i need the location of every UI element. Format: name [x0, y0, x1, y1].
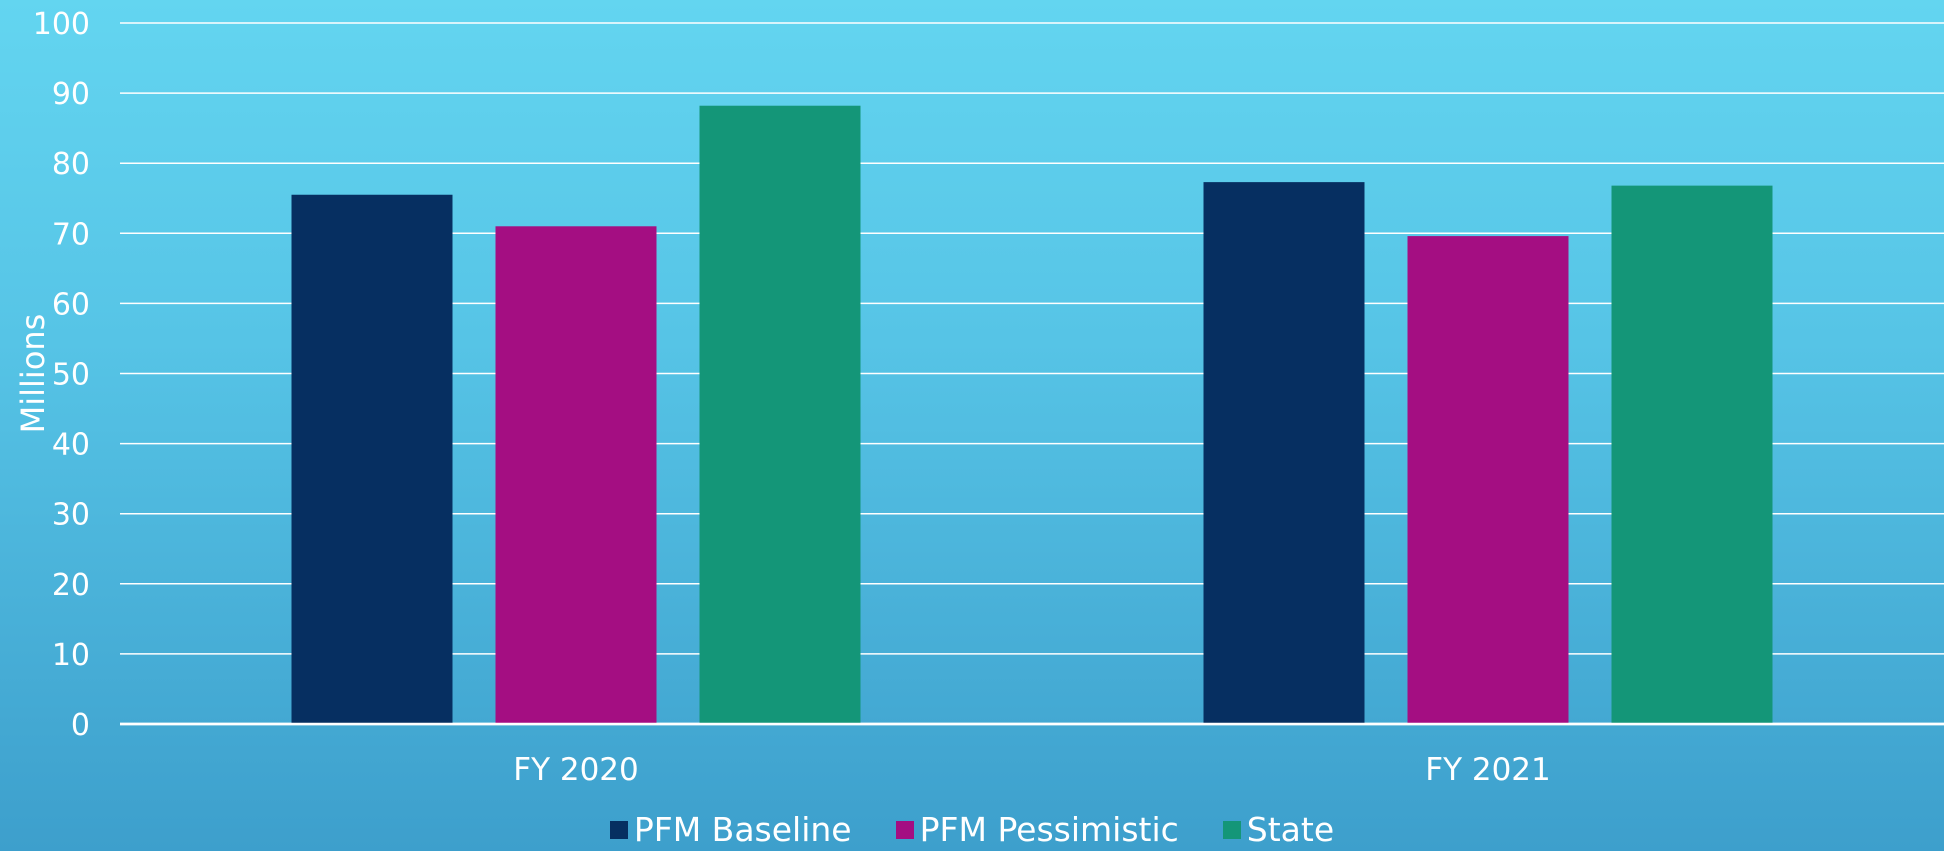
y-tick-label: 20 [52, 568, 90, 603]
legend-item: State [1222, 810, 1335, 849]
y-tick-label: 40 [52, 428, 90, 463]
bar-pfm-baseline-fy-2021 [1203, 182, 1365, 724]
legend-swatch [609, 820, 628, 839]
y-tick-label: 80 [52, 147, 90, 182]
legend-label: PFM Baseline [633, 810, 852, 849]
y-axis-title: Millions [14, 314, 52, 434]
legend-item: PFM Pessimistic [895, 810, 1179, 849]
x-category-label: FY 2021 [1425, 752, 1551, 788]
x-axis-labels: FY 2020 FY 2021 [513, 752, 1551, 788]
y-tick-label: 0 [71, 708, 90, 743]
bars [120, 105, 1944, 726]
bar-pfm-pessimistic-fy-2021 [1407, 236, 1569, 724]
legend-swatch [895, 820, 914, 839]
y-tick-label: 90 [52, 77, 90, 112]
bar-pfm-baseline-fy-2020 [291, 194, 453, 724]
bar-state-fy-2021 [1611, 185, 1773, 724]
y-tick-label: 100 [33, 7, 90, 42]
bar-state-fy-2020 [699, 105, 861, 724]
legend-label: State [1246, 810, 1335, 849]
y-tick-label: 70 [52, 217, 90, 252]
legend-label: PFM Pessimistic [919, 810, 1179, 849]
legend-item: PFM Baseline [609, 810, 852, 849]
y-tick-label: 60 [52, 287, 90, 322]
bar-pfm-pessimistic-fy-2020 [495, 226, 657, 725]
y-axis-ticks: 0 10 20 30 40 50 60 70 80 90 100 [33, 7, 90, 743]
y-tick-label: 50 [52, 358, 90, 393]
y-tick-label: 30 [52, 498, 90, 533]
legend: PFM Baseline PFM Pessimistic State [0, 810, 1944, 849]
y-tick-label: 10 [52, 638, 90, 673]
legend-swatch [1222, 820, 1241, 839]
x-category-label: FY 2020 [513, 752, 639, 788]
